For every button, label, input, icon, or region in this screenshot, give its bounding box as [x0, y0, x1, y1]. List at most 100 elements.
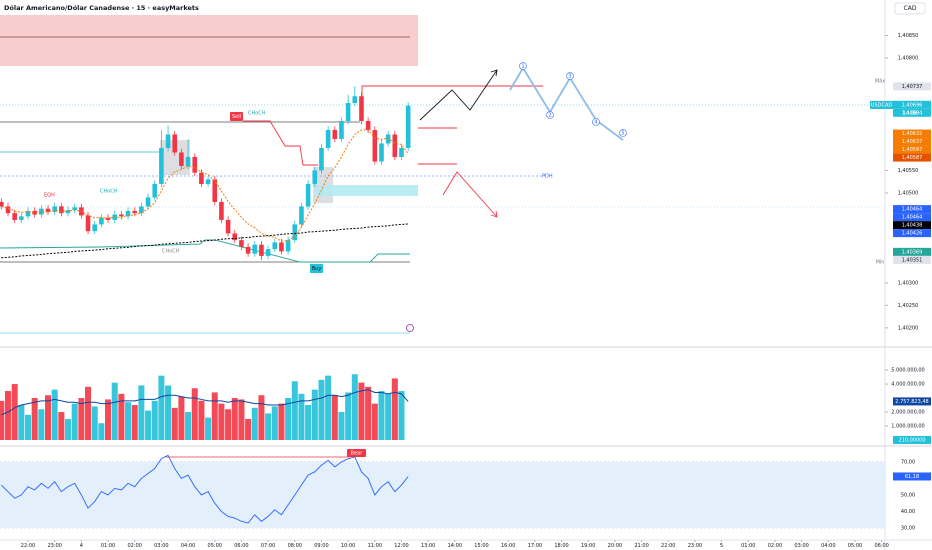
x-tick-label: 04:00 — [821, 543, 835, 549]
candle-body — [139, 206, 144, 214]
candle-body — [152, 183, 158, 198]
wave-label: 2 — [548, 113, 551, 119]
volume-bar — [278, 403, 285, 440]
volume-bar — [58, 412, 65, 440]
arrow-head — [490, 210, 498, 218]
x-tick-label: 5 — [720, 543, 723, 549]
price-tag-label: 1,40597 — [902, 147, 923, 153]
price-tag — [893, 221, 931, 230]
projection-down — [442, 171, 498, 218]
x-tick-label: 05:00 — [848, 543, 862, 549]
currency-box[interactable] — [894, 2, 926, 15]
candle-body — [185, 156, 191, 166]
candle-body — [232, 233, 238, 241]
x-tick-label: 16:00 — [501, 543, 515, 549]
candle-body — [379, 143, 384, 162]
x-tick-label: 02:00 — [128, 543, 142, 549]
candle-body — [32, 210, 37, 215]
candle-body — [125, 210, 131, 217]
price-tag — [893, 472, 931, 481]
volume-bar — [45, 395, 52, 440]
x-tick-label: 10:00 — [341, 543, 355, 549]
candle-body — [172, 134, 178, 153]
max-label: Máx — [875, 78, 885, 85]
volume-bar — [185, 412, 192, 440]
x-tick-label: 22:00 — [21, 543, 35, 549]
event-icon[interactable] — [406, 324, 414, 332]
candle-body — [52, 206, 57, 212]
x-tick-label: 19:00 — [581, 543, 595, 549]
symbol-label: USDCAD — [871, 103, 893, 109]
volume-bar — [118, 393, 125, 440]
volume-bar — [91, 406, 98, 440]
candle-body — [92, 224, 98, 232]
x-tick-label: 01:00 — [741, 543, 755, 549]
candle-body — [39, 208, 44, 215]
candle-body — [345, 102, 351, 121]
buy-label: Buy — [312, 266, 322, 272]
x-tick-label: 08:00 — [288, 543, 302, 549]
candle-body — [5, 206, 11, 214]
wave-label: 4 — [594, 120, 597, 126]
price-tag-label: 1,40438 — [902, 223, 923, 229]
x-tick-label: 02:00 — [768, 543, 782, 549]
candle-body — [145, 197, 151, 207]
y-tick-label: 1,40250 — [898, 303, 919, 309]
volume-bar — [365, 386, 372, 440]
price-tag-label: 1,40587 — [902, 155, 923, 161]
y-tick-label: 1,40550 — [898, 168, 919, 174]
candle-body — [312, 170, 318, 184]
volume-bar — [378, 391, 385, 440]
volume-bar — [245, 419, 252, 440]
price-tag — [893, 100, 931, 109]
volume-bar — [98, 423, 105, 440]
candle-body — [372, 129, 378, 162]
candle-body — [272, 242, 278, 250]
price-tag — [893, 205, 931, 214]
price-tag — [893, 153, 931, 162]
x-tick-label: 22:00 — [661, 543, 675, 549]
x-tick-label: 15:00 — [474, 543, 488, 549]
price-tag — [893, 129, 931, 138]
price-tag — [893, 145, 931, 154]
candle-body — [132, 210, 138, 214]
volume-bar — [265, 413, 272, 440]
wave-projection — [509, 66, 624, 141]
volume-bar — [131, 405, 138, 440]
volume-bar — [271, 406, 278, 440]
volume-bar — [5, 391, 12, 440]
candle-body — [252, 244, 258, 254]
wave-circle — [566, 72, 574, 80]
volume-bar — [238, 399, 245, 440]
y-tick-label: 1,40200 — [898, 325, 919, 331]
choch-label: CHoCH — [162, 249, 180, 255]
y-tick-label: 4.000.000,00 — [891, 382, 924, 388]
candle-body — [359, 96, 364, 121]
wave-label: 3 — [568, 74, 571, 80]
plot-layer: 22:00 23:00 4 01:00 02:00 03:00 04:00 05:00 06:0… — [0, 33, 931, 549]
candle-body — [12, 213, 17, 220]
volume-bar — [298, 393, 305, 440]
volume-bar — [165, 385, 172, 440]
price-tag-label: 2.757.823,48 — [895, 399, 928, 405]
candle-body — [225, 219, 231, 234]
volume-bar — [211, 392, 218, 440]
volume-bar — [338, 412, 345, 440]
volume-bar — [285, 398, 292, 440]
y-tick-label: 50,00 — [901, 492, 915, 498]
price-tag-label: 1,40426 — [902, 231, 923, 237]
wave-labels: 1 2 3 4 5 — [519, 62, 627, 137]
y-tick-label: 1,40800 — [898, 56, 919, 62]
weak-high-line — [361, 85, 543, 100]
price-tag — [893, 255, 931, 264]
volume-bar — [251, 407, 258, 440]
price-tag-label: 1,40694 — [902, 110, 923, 116]
volume-bar — [78, 398, 85, 440]
volume-bar — [291, 381, 298, 440]
volume-bar — [125, 402, 132, 440]
volume-bar — [385, 393, 392, 440]
candle-body — [405, 105, 411, 148]
candle-body — [199, 172, 204, 184]
